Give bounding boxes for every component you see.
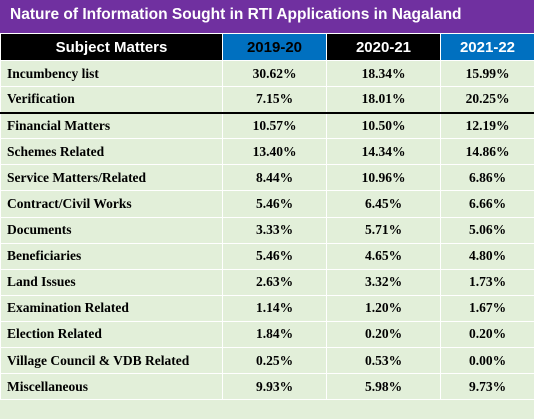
table-cell-value: 1.14% — [222, 294, 327, 322]
table-cell-value: 6.45% — [326, 190, 441, 218]
table-cell-value: 7.15% — [222, 86, 327, 114]
table-cell-value: 3.32% — [326, 268, 441, 296]
table-cell-value: 5.46% — [222, 190, 327, 218]
table-cell-value: 1.84% — [222, 320, 327, 349]
table-row: Beneficiaries 5.46% 4.65% 4.80% — [0, 242, 534, 270]
row-label: Beneficiaries — [0, 242, 223, 270]
table-cell-value: 14.34% — [326, 138, 441, 166]
row-label: Election Related — [0, 320, 223, 349]
table-cell-value: 9.73% — [440, 373, 534, 401]
table-cell-value: 5.71% — [326, 216, 441, 244]
table-row: Financial Matters 10.57% 10.50% 12.19% — [0, 112, 534, 140]
table-cell-value: 5.06% — [440, 216, 534, 244]
table-cell-value: 20.25% — [440, 86, 534, 114]
table-cell-value: 1.20% — [326, 294, 441, 322]
row-label: Financial Matters — [0, 112, 223, 140]
table-cell-value: 8.44% — [222, 164, 327, 192]
row-label: Examination Related — [0, 294, 223, 322]
row-label: Verification — [0, 86, 223, 114]
table-cell-value: 18.01% — [326, 86, 441, 114]
table-row: Village Council & VDB Related 0.25% 0.53% 0… — [0, 347, 534, 375]
table-row: Service Matters/Related 8.44% 10.96% 6.86% — [0, 164, 534, 192]
table-cell-value: 12.19% — [440, 112, 534, 140]
table-cell-value: 3.33% — [222, 216, 327, 244]
table-cell-value: 14.86% — [440, 138, 534, 166]
table-row: Miscellaneous 9.93% 5.98% 9.73% — [0, 373, 534, 401]
column-header-2021-22: 2021-22 — [440, 33, 534, 61]
table-row: Documents 3.33% 5.71% 5.06% — [0, 216, 534, 244]
table-row: Contract/Civil Works 5.46% 6.45% 6.66% — [0, 190, 534, 218]
table-cell-value: 6.86% — [440, 164, 534, 192]
table-cell-value: 5.98% — [326, 373, 441, 401]
table-cell-value: 0.00% — [440, 347, 534, 375]
table-body: Incumbency list 30.62% 18.34% 15.99% Verific… — [0, 59, 534, 401]
table-cell-value: 1.73% — [440, 268, 534, 296]
table-cell-value: 9.93% — [222, 373, 327, 401]
table-cell-value: 10.50% — [326, 112, 441, 140]
table-cell-value: 15.99% — [440, 59, 534, 88]
table-cell-value: 0.20% — [326, 320, 441, 349]
header-row: Subject Matters 2019-20 2020-21 2021-22 — [0, 33, 534, 61]
table-row: Schemes Related 13.40% 14.34% 14.86% — [0, 138, 534, 166]
table-cell-value: 30.62% — [222, 59, 327, 88]
row-label: Village Council & VDB Related — [0, 347, 223, 375]
table-cell-value: 18.34% — [326, 59, 441, 88]
table-cell-value: 6.66% — [440, 190, 534, 218]
table-title: Nature of Information Sought in RTI Appl… — [0, 0, 534, 33]
row-label: Schemes Related — [0, 138, 223, 166]
table-cell-value: 5.46% — [222, 242, 327, 270]
table-cell-value: 0.20% — [440, 320, 534, 349]
table-row: Election Related 1.84% 0.20% 0.20% — [0, 320, 534, 349]
row-label: Land Issues — [0, 268, 223, 296]
table-cell-value: 2.63% — [222, 268, 327, 296]
row-label: Service Matters/Related — [0, 164, 223, 192]
table-cell-value: 0.25% — [222, 347, 327, 375]
table-cell-value: 13.40% — [222, 138, 327, 166]
column-header-2019-20: 2019-20 — [222, 33, 327, 61]
table-cell-value: 1.67% — [440, 294, 534, 322]
rti-data-table: Subject Matters 2019-20 2020-21 2021-22 … — [0, 33, 534, 401]
column-header-subject: Subject Matters — [0, 33, 223, 61]
table-cell-value: 4.80% — [440, 242, 534, 270]
row-label: Contract/Civil Works — [0, 190, 223, 218]
table-row: Verification 7.15% 18.01% 20.25% — [0, 86, 534, 114]
table-cell-value: 0.53% — [326, 347, 441, 375]
table-row: Land Issues 2.63% 3.32% 1.73% — [0, 268, 534, 296]
column-header-2020-21: 2020-21 — [326, 33, 441, 61]
table-cell-value: 10.96% — [326, 164, 441, 192]
row-label: Incumbency list — [0, 59, 223, 88]
table-cell-value: 10.57% — [222, 112, 327, 140]
table-row: Examination Related 1.14% 1.20% 1.67% — [0, 294, 534, 322]
row-label: Documents — [0, 216, 223, 244]
table-cell-value: 4.65% — [326, 242, 441, 270]
row-label: Miscellaneous — [0, 373, 223, 401]
table-row: Incumbency list 30.62% 18.34% 15.99% — [0, 59, 534, 88]
